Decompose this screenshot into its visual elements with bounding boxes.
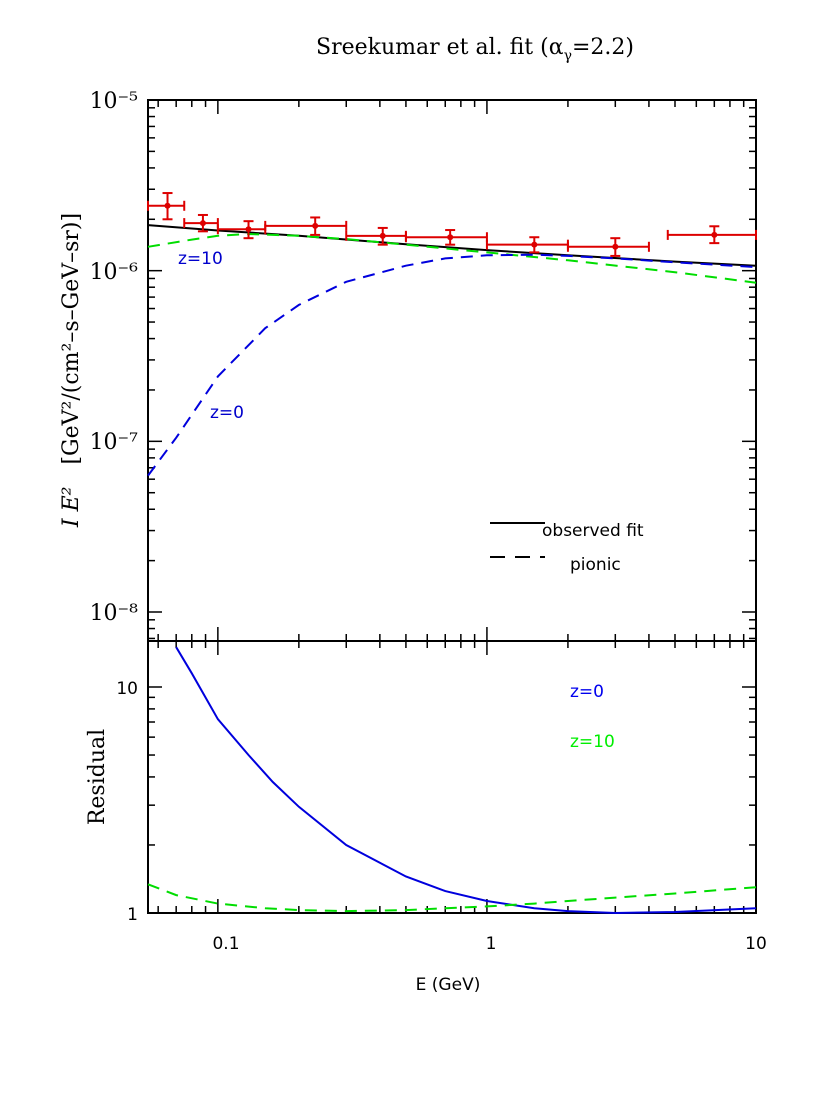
bottom-series-group [147,646,757,915]
bottom-y-axis-label: Residual [85,729,110,825]
top-y-axis-label: I E²[GeV²/(cm²–s–GeV–sr)] [59,213,84,528]
data-point [216,220,267,240]
data-point-marker [164,202,171,209]
data-point [264,216,348,236]
data-point [666,225,757,245]
data-point [147,192,186,221]
residual-series-z0 [175,646,757,915]
data-point-marker [711,231,718,238]
data-point-marker [612,243,619,250]
y-tick-label-1e-8: 10⁻⁸ [90,601,139,626]
svg-text:Residual: Residual [85,729,110,825]
y-tick-label-1e-6: 10⁻⁶ [90,260,139,285]
top-legend: observed fit pionic [490,521,644,575]
bottom-axis-ticks [148,641,757,914]
residual-series-z10 [147,883,757,913]
annotation-z0: z=0 [210,403,244,423]
data-point-marker [531,241,538,248]
series-observed-fit [147,224,757,267]
series-pionic-z10 [147,232,757,284]
y-tick-label-1e-7: 10⁻⁷ [90,430,139,455]
x-tick-label-1: 1 [486,934,497,954]
chart-title: Sreekumar et al. fit (αγ=2.2) [316,35,634,64]
data-point-marker [245,226,252,233]
svg-text:I E²[GeV²/(cm²–s–GeV–sr)]: I E²[GeV²/(cm²–s–GeV–sr)] [59,213,84,528]
series-pionic-z0 [147,253,757,477]
residual-legend-z10: z=10 [570,732,615,752]
x-tick-label-10: 10 [745,934,767,954]
x-tick-label-0.1: 0.1 [212,934,239,954]
data-point [404,229,488,246]
legend-pionic-label: pionic [570,555,621,575]
residual-legend-z0: z=0 [570,682,604,702]
top-series-group [147,224,757,477]
y-tick-label-1e-5: 10⁻⁵ [90,89,138,114]
data-point-marker [379,232,386,239]
legend-observed-fit-label: observed fit [542,521,644,541]
residual-tick-label-10: 10 [116,679,138,699]
data-point-marker [312,222,319,229]
top-panel-frame [147,99,757,642]
data-point-marker [199,220,206,227]
data-point [566,237,650,257]
annotation-z10: z=10 [178,249,223,269]
residual-tick-label-1: 1 [127,905,138,925]
top-axis-ticks [148,99,757,641]
data-point-marker [447,234,454,241]
data-points-group [147,192,757,257]
bottom-panel-frame [147,640,757,914]
x-axis-label: E (GeV) [416,975,481,995]
